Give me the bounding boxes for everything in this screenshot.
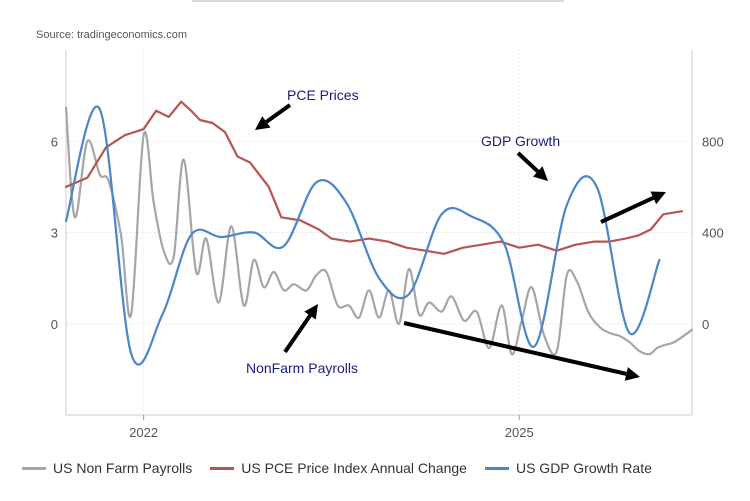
arrow-gdp-up [600, 191, 666, 224]
annotation-nonfarm-payrolls: NonFarm Payrolls [246, 360, 358, 376]
y-right-tick-label: 0 [702, 317, 709, 332]
legend-label-gdp: US GDP Growth Rate [515, 460, 652, 476]
series-line-pce [64, 100, 684, 255]
x-tick-label: 2025 [505, 425, 534, 440]
annotation-arrows [255, 103, 666, 381]
top-rule [192, 0, 564, 2]
series-line-nfp [64, 106, 694, 356]
x-tick-label: 2022 [129, 425, 158, 440]
arrow-pce [255, 103, 292, 130]
arrow-gdp [516, 151, 548, 181]
axes: 6 3 0 800 400 0 2022 2025 [51, 50, 724, 440]
legend-label-nfp: US Non Farm Payrolls [53, 460, 193, 476]
annotation-pce-prices: PCE Prices [287, 87, 359, 103]
legend-item-nfp: US Non Farm Payrolls [22, 460, 192, 476]
series-lines [64, 100, 694, 366]
y-right-tick-label: 400 [702, 226, 724, 241]
legend-swatch-nfp [22, 466, 46, 470]
gridlines [66, 50, 692, 415]
legend: US Non Farm Payrolls US PCE Price Index … [22, 460, 670, 476]
legend-item-pce: US PCE Price Index Annual Change [210, 460, 467, 476]
source-label: Source: tradingeconomics.com [36, 29, 188, 41]
legend-item-gdp: US GDP Growth Rate [484, 460, 652, 476]
legend-label-pce: US PCE Price Index Annual Change [241, 460, 467, 476]
legend-swatch-pce [210, 466, 235, 470]
y-left-tick-label: 3 [51, 226, 58, 241]
series-line-gdp [64, 105, 661, 366]
y-right-tick-label: 800 [702, 134, 724, 149]
y-left-tick-label: 0 [51, 317, 58, 332]
annotations: PCE Prices GDP Growth NonFarm Payrolls [246, 87, 560, 376]
arrow-nfp-down [403, 321, 640, 381]
arrow-nfp [283, 304, 318, 354]
annotation-gdp-growth: GDP Growth [481, 133, 560, 149]
y-left-tick-label: 6 [51, 134, 58, 149]
legend-swatch-gdp [484, 466, 509, 470]
